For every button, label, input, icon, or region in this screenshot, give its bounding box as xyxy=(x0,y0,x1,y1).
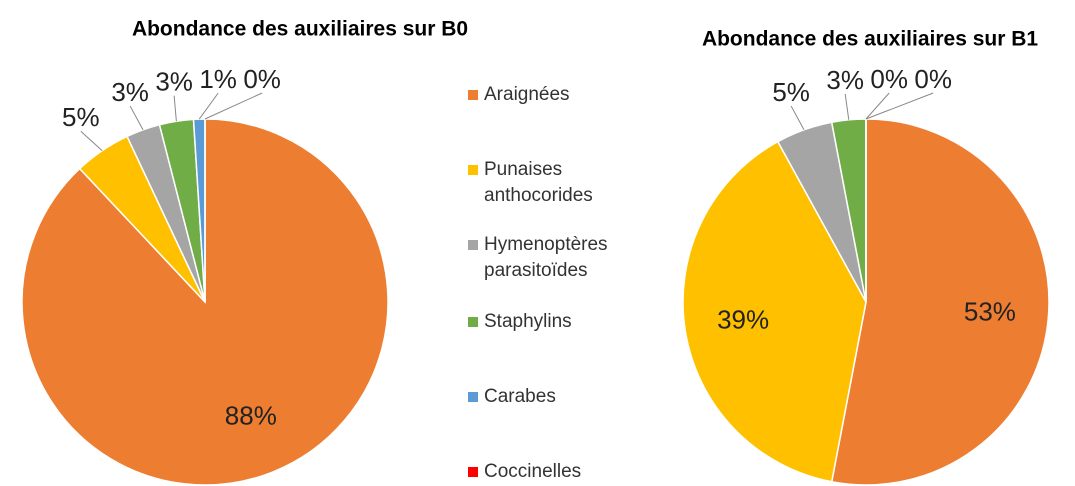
leader-line xyxy=(198,92,219,120)
data-label: 3% xyxy=(155,67,193,97)
legend-label: Carabes xyxy=(484,386,556,407)
pie-slice xyxy=(682,140,867,483)
legend-label: Staphylins xyxy=(484,311,572,332)
leader-line xyxy=(204,92,263,120)
data-label: 88% xyxy=(225,401,277,431)
legend-item: Coccinelles xyxy=(468,459,628,485)
legend-item: Hymenoptères parasitoïdes xyxy=(468,232,628,284)
data-label: 0% xyxy=(870,64,908,94)
leader-line xyxy=(173,95,177,122)
legend-label: Hymenoptères parasitoïdes xyxy=(484,234,608,281)
leader-line xyxy=(790,105,805,131)
data-label: 3% xyxy=(826,65,864,95)
legend-item: Punaises anthocorides xyxy=(468,157,628,209)
legend-swatch xyxy=(468,392,478,402)
legend-swatch xyxy=(468,467,478,477)
data-label: 0% xyxy=(914,64,952,94)
leader-line xyxy=(80,130,103,152)
data-label: 53% xyxy=(964,297,1016,327)
data-label: 0% xyxy=(243,64,281,94)
legend-swatch xyxy=(468,90,478,100)
data-label: 3% xyxy=(111,77,149,107)
legend-swatch xyxy=(468,165,478,175)
leader-line xyxy=(865,92,890,120)
leader-line xyxy=(129,105,144,131)
chart-title: Abondance des auxiliaires sur B0 xyxy=(132,18,468,41)
data-label: 1% xyxy=(199,64,237,94)
legend-label: Araignées xyxy=(484,84,570,105)
legend-item: Carabes xyxy=(468,384,628,410)
chart-title: Abondance des auxiliaires sur B1 xyxy=(702,28,1038,51)
legend-label: Coccinelles xyxy=(484,461,582,482)
data-label: 39% xyxy=(717,304,769,334)
legend-swatch xyxy=(468,240,478,250)
data-label: 5% xyxy=(62,102,100,132)
legend-label: Punaises anthocorides xyxy=(484,159,593,206)
leader-line xyxy=(865,92,934,120)
pie-slice xyxy=(830,118,1050,486)
data-label: 5% xyxy=(772,77,810,107)
leader-line xyxy=(844,93,850,120)
legend-swatch xyxy=(468,317,478,327)
legend-item: Araignées xyxy=(468,82,628,108)
legend-item: Staphylins xyxy=(468,309,628,335)
